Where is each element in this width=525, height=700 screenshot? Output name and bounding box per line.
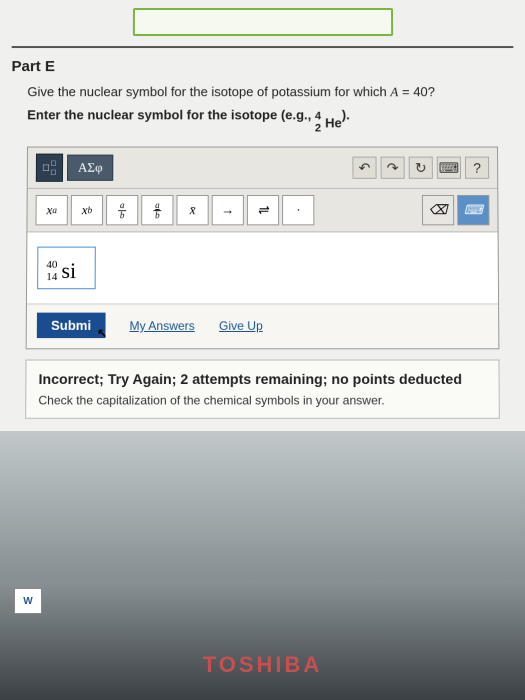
action-row: Submi↖ My Answers Give Up xyxy=(27,304,499,349)
equation-editor: □□□ ΑΣφ ↶ ↷ ↻ ⌨ ? xa xb ab ab x̄ → ⇌ · ⌫ xyxy=(26,147,500,350)
keypad-button[interactable]: ⌨ xyxy=(457,195,489,225)
desktop-background: W TOSHIBA xyxy=(0,580,525,700)
backspace-button[interactable]: ⌫ xyxy=(422,195,454,225)
editor-toolbar-top: □□□ ΑΣφ ↶ ↷ ↻ ⌨ ? xyxy=(28,148,498,189)
greek-letters-button[interactable]: ΑΣφ xyxy=(67,155,114,181)
answer-atomic: 14 xyxy=(46,271,57,283)
feedback-box: Incorrect; Try Again; 2 attempts remaini… xyxy=(25,360,500,419)
submit-button[interactable]: Submi↖ xyxy=(37,313,106,338)
superscript-button[interactable]: xa xyxy=(36,195,68,225)
part-label: Part E xyxy=(11,58,513,75)
cursor-icon: ↖ xyxy=(97,326,107,340)
section-divider xyxy=(12,46,514,48)
fraction-button[interactable]: ab xyxy=(106,195,138,225)
equilibrium-button[interactable]: ⇌ xyxy=(247,195,279,225)
answer-symbol: si xyxy=(61,258,76,284)
xbar-button[interactable]: x̄ xyxy=(176,195,208,225)
dot-button[interactable]: · xyxy=(282,195,314,225)
instruction-text: Enter the nuclear symbol for the isotope… xyxy=(27,107,514,134)
feedback-hint: Check the capitalization of the chemical… xyxy=(38,394,486,408)
fraction-box-button[interactable]: ab xyxy=(141,195,173,225)
question-text: Give the nuclear symbol for the isotope … xyxy=(27,83,513,101)
reset-icon[interactable]: ↻ xyxy=(409,157,433,179)
redo-icon[interactable]: ↷ xyxy=(381,157,405,179)
subscript-button[interactable]: xb xyxy=(71,195,103,225)
laptop-brand-label: TOSHIBA xyxy=(0,652,525,678)
editor-toolbar-math: xa xb ab ab x̄ → ⇌ · ⌫ ⌨ xyxy=(27,189,497,233)
give-up-link[interactable]: Give Up xyxy=(219,319,263,333)
keyboard-icon[interactable]: ⌨ xyxy=(437,157,461,179)
help-icon[interactable]: ? xyxy=(465,157,489,179)
answer-input-area[interactable]: 40 14 si xyxy=(27,233,498,304)
previous-part-box xyxy=(132,8,392,36)
arrow-button[interactable]: → xyxy=(212,195,244,225)
word-taskbar-icon[interactable]: W xyxy=(14,588,42,614)
template-mode-button[interactable]: □□□ xyxy=(36,154,63,182)
answer-box[interactable]: 40 14 si xyxy=(37,247,95,290)
undo-icon[interactable]: ↶ xyxy=(352,157,376,179)
feedback-title: Incorrect; Try Again; 2 attempts remaini… xyxy=(39,371,487,387)
my-answers-link[interactable]: My Answers xyxy=(129,319,194,333)
answer-mass: 40 xyxy=(46,259,57,271)
